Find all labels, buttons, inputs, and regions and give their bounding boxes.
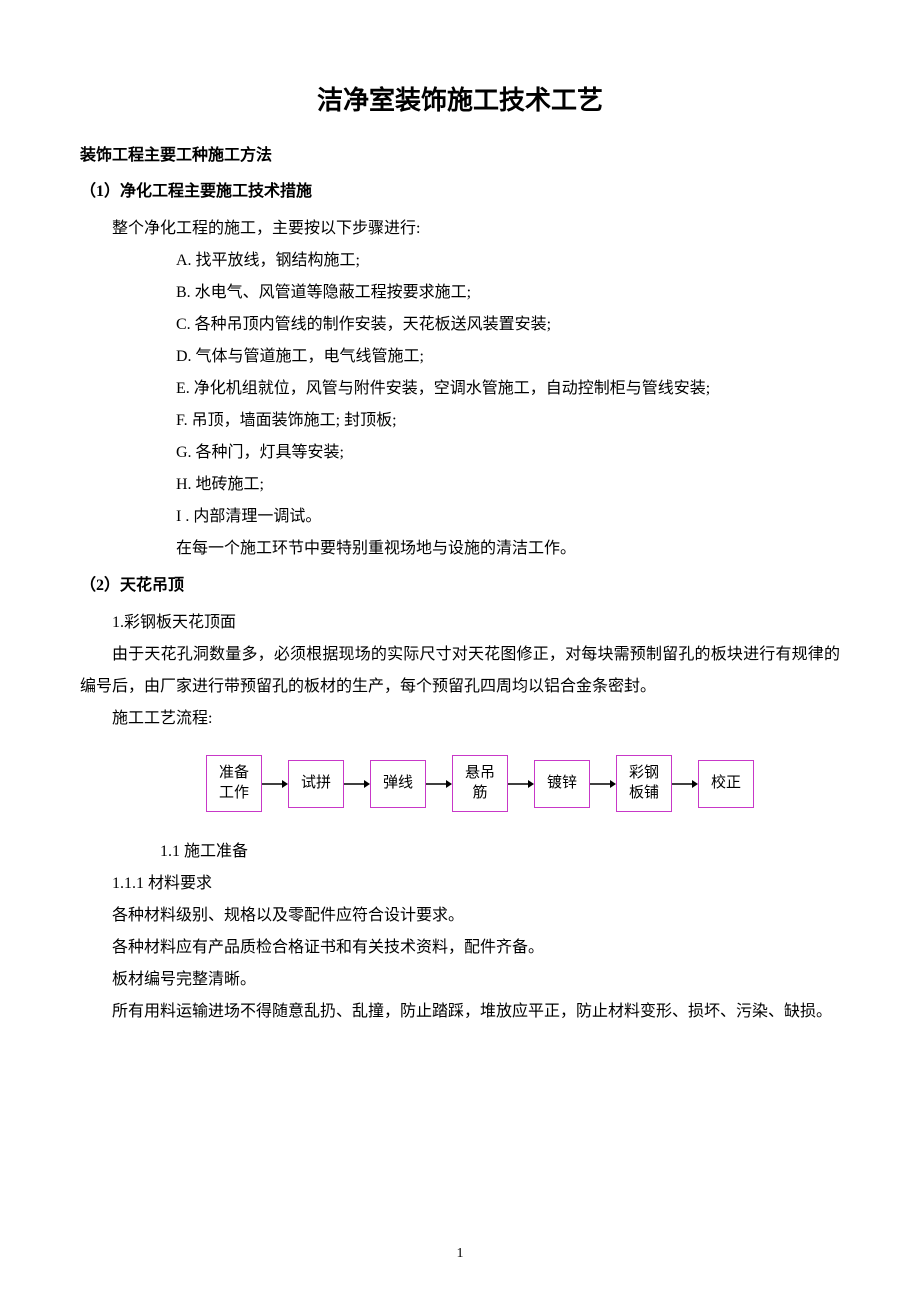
sub-1-1: 1.1 施工准备	[80, 836, 840, 868]
arrow-icon	[672, 778, 698, 790]
section-2-heading: （2）天花吊顶	[80, 571, 840, 595]
req-line-4: 所有用料运输进场不得随意乱扔、乱撞，防止踏踩，堆放应平正，防止材料变形、损坏、污…	[80, 996, 840, 1028]
step-h: H. 地砖施工;	[80, 469, 840, 501]
step-a: A. 找平放线，钢结构施工;	[80, 245, 840, 277]
flow-step-2: 试拼	[288, 760, 344, 808]
flow-step-7: 校正	[698, 760, 754, 808]
arrow-icon	[426, 778, 452, 790]
arrow-icon	[262, 778, 288, 790]
step-c: C. 各种吊顶内管线的制作安装，天花板送风装置安装;	[80, 309, 840, 341]
flow-step-6: 彩钢板铺	[616, 755, 672, 812]
req-line-3: 板材编号完整清晰。	[80, 964, 840, 996]
arrow-icon	[590, 778, 616, 790]
flow-step-5: 镀锌	[534, 760, 590, 808]
sub-1-1-1: 1.1.1 材料要求	[80, 868, 840, 900]
arrow-icon	[344, 778, 370, 790]
step-e: E. 净化机组就位，风管与附件安装，空调水管施工，自动控制柜与管线安装;	[80, 373, 840, 405]
sub-1-body: 由于天花孔洞数量多，必须根据现场的实际尺寸对天花图修正，对每块需预制留孔的板块进…	[80, 639, 840, 703]
main-heading: 装饰工程主要工种施工方法	[80, 141, 840, 165]
req-line-2: 各种材料应有产品质检合格证书和有关技术资料，配件齐备。	[80, 932, 840, 964]
step-b: B. 水电气、风管道等隐蔽工程按要求施工;	[80, 277, 840, 309]
section-1-intro: 整个净化工程的施工，主要按以下步骤进行:	[80, 213, 840, 245]
flow-step-1: 准备工作	[206, 755, 262, 812]
req-line-1: 各种材料级别、规格以及零配件应符合设计要求。	[80, 900, 840, 932]
page-number: 1	[0, 1246, 920, 1262]
section-1-heading: （1）净化工程主要施工技术措施	[80, 177, 840, 201]
sub-1-title: 1.彩钢板天花顶面	[80, 607, 840, 639]
step-f: F. 吊顶，墙面装饰施工; 封顶板;	[80, 405, 840, 437]
section-1-note: 在每一个施工环节中要特别重视场地与设施的清洁工作。	[80, 533, 840, 565]
flow-step-4: 悬吊筋	[452, 755, 508, 812]
step-i: I . 内部清理一调试。	[80, 501, 840, 533]
flow-label: 施工工艺流程:	[80, 703, 840, 735]
page-title: 洁净室装饰施工技术工艺	[80, 80, 840, 117]
flow-step-3: 弹线	[370, 760, 426, 808]
step-g: G. 各种门，灯具等安装;	[80, 437, 840, 469]
step-d: D. 气体与管道施工，电气线管施工;	[80, 341, 840, 373]
arrow-icon	[508, 778, 534, 790]
flowchart: 准备工作 试拼 弹线 悬吊筋 镀锌 彩钢板铺 校正	[80, 755, 840, 812]
